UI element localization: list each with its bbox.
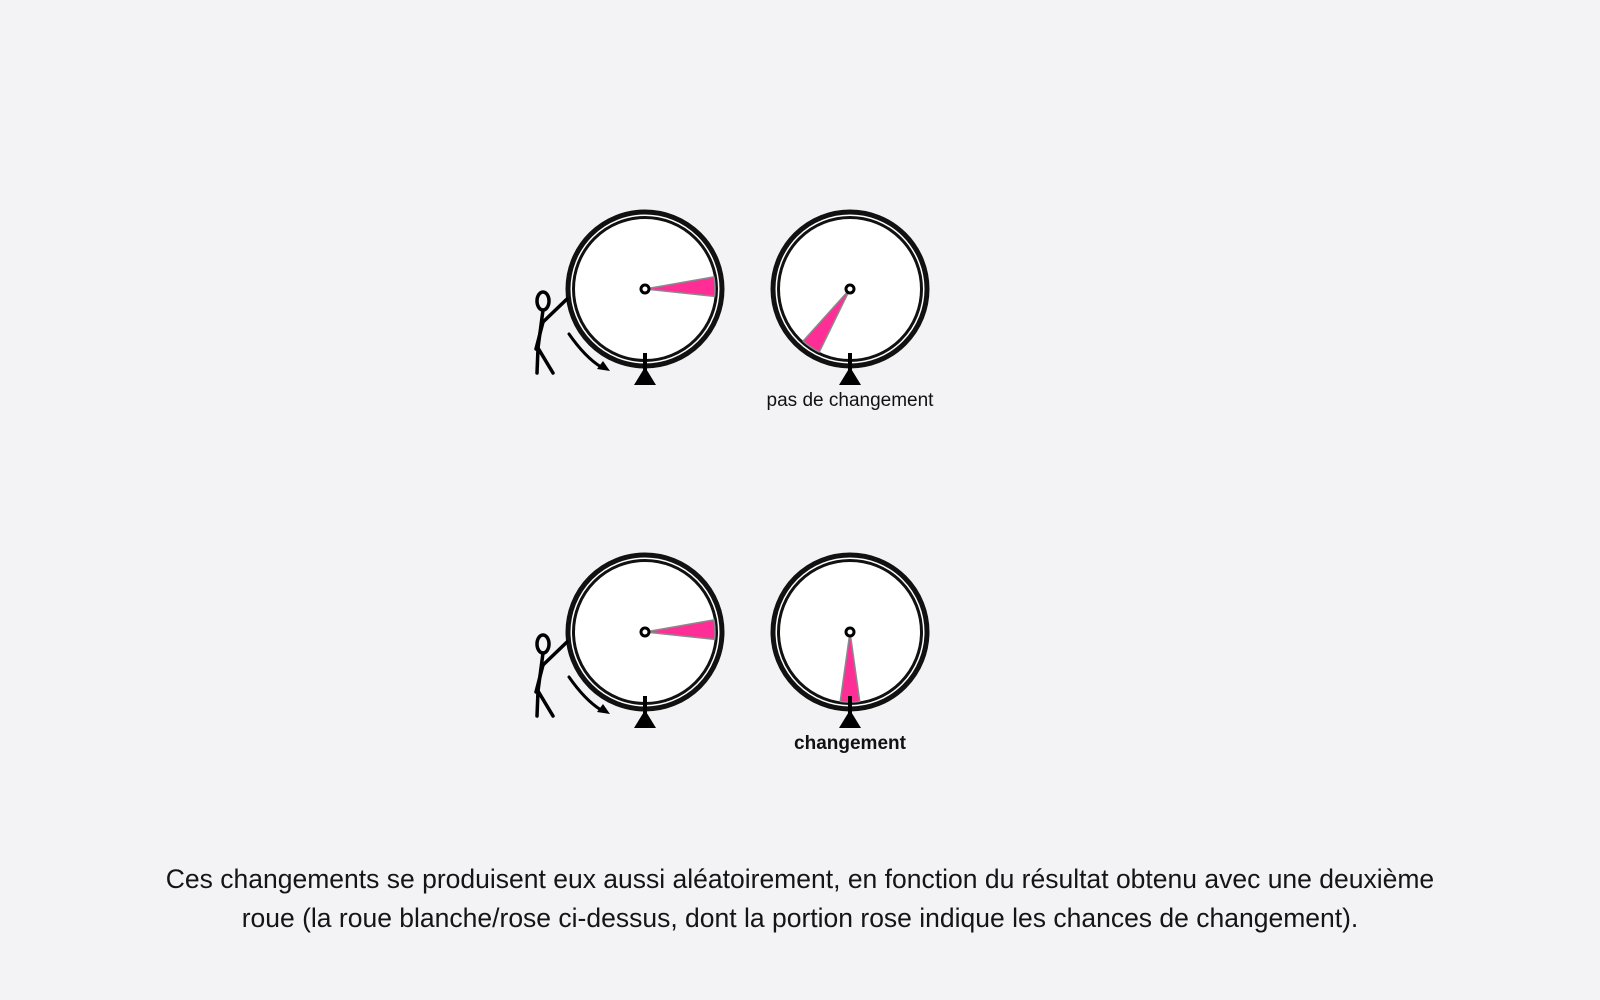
probability-slice <box>644 619 716 641</box>
wheel-hub <box>844 283 856 295</box>
pointer-triangle-icon <box>839 367 861 385</box>
result-wheel-2 <box>770 552 930 728</box>
pointer-triangle-icon <box>634 710 656 728</box>
result-wheel-1 <box>770 209 930 385</box>
row-change: changement <box>534 552 930 754</box>
probability-slice <box>644 276 716 298</box>
spin-wheel-2 <box>565 552 725 728</box>
probability-slice <box>802 288 851 353</box>
wheel-hub <box>639 626 651 638</box>
result-label-no-change: pas de changement <box>767 390 935 411</box>
spin-wheel-1 <box>565 209 725 385</box>
wheel-hub <box>844 626 856 638</box>
stick-figure-spinning-icon <box>534 290 610 375</box>
stick-figure-spinning-icon <box>534 633 610 718</box>
caption-line-1: Ces changements se produisent eux aussi … <box>165 864 1435 894</box>
wheel-hub <box>639 283 651 295</box>
explanation-caption: Ces changements se produisent eux aussi … <box>100 860 1500 938</box>
result-label-change: changement <box>794 733 907 754</box>
pointer-triangle-icon <box>634 367 656 385</box>
pointer-triangle-icon <box>839 710 861 728</box>
caption-line-2: roue (la roue blanche/rose ci-dessus, do… <box>241 903 1359 933</box>
row-no-change: pas de changement <box>534 209 935 411</box>
